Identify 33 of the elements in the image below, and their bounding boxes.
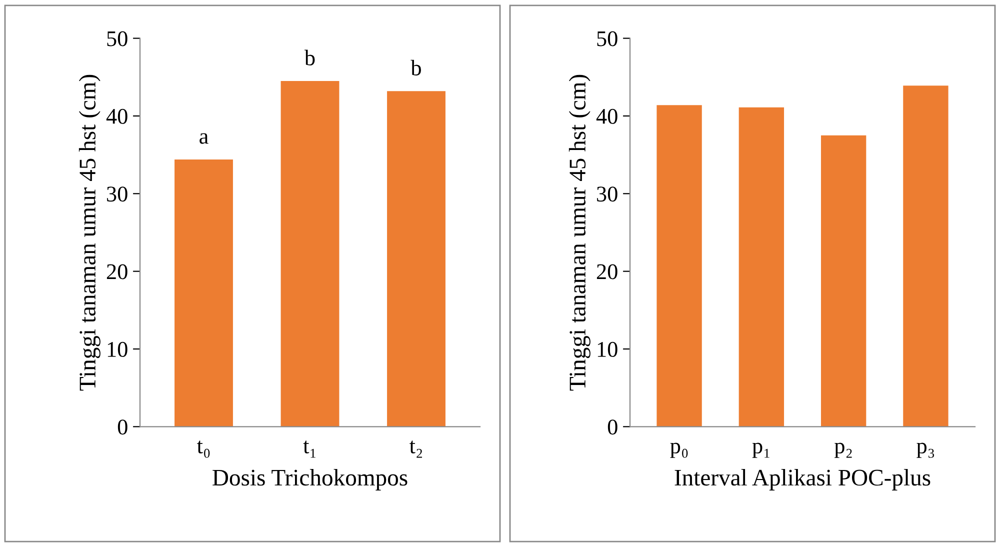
y-tick-label: 40 <box>106 108 128 124</box>
bar <box>656 105 702 427</box>
y-tick-label: 40 <box>596 108 618 124</box>
y-tick-label: 50 <box>107 31 128 46</box>
bar <box>280 81 340 427</box>
y-tick-label: 30 <box>107 186 128 202</box>
bar <box>174 159 233 427</box>
x-tick-label: t₁ <box>303 440 316 458</box>
y-tick-label: 10 <box>108 342 128 357</box>
x-tick-label: p₁ <box>752 442 770 458</box>
y-tick-label: 0 <box>118 420 128 435</box>
bar <box>387 91 446 427</box>
x-axis-title: Dosis Trichokompos <box>212 469 408 490</box>
x-tick-label: p₃ <box>916 442 934 458</box>
y-tick-label: 10 <box>598 342 618 357</box>
annotation: b <box>410 60 421 76</box>
y-axis-title: Tinggi tanaman umur 45 hst (cm) <box>568 74 590 391</box>
x-axis-title: Interval Aplikasi POC-plus <box>674 469 930 490</box>
x-tick-label: t₂ <box>410 440 422 458</box>
y-tick-label: 0 <box>608 420 618 435</box>
y-tick-label: 30 <box>597 186 618 202</box>
x-tick-label: p₂ <box>834 442 852 458</box>
bar <box>903 86 948 427</box>
y-tick-label: 20 <box>106 264 128 280</box>
bar <box>820 135 866 427</box>
annotation: b <box>304 50 315 66</box>
x-tick-label: t₀ <box>197 440 210 458</box>
y-axis-title: Tinggi tanaman umur 45 hst (cm) <box>78 74 100 391</box>
y-tick-label: 50 <box>597 31 618 46</box>
y-tick-label: 20 <box>596 264 618 280</box>
x-tick-label: p₀ <box>670 442 688 458</box>
annotation: a <box>200 133 208 144</box>
bar <box>738 107 784 427</box>
